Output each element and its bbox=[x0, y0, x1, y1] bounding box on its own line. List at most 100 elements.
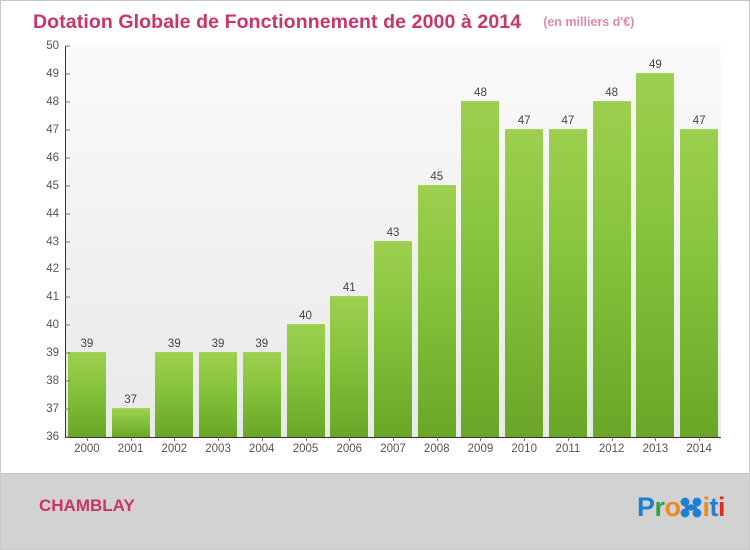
bar-slot: 47 bbox=[505, 46, 544, 437]
bar[interactable] bbox=[155, 352, 194, 437]
y-axis-tick-label: 41 bbox=[46, 291, 59, 304]
x-axis-tick-label: 2014 bbox=[686, 443, 712, 455]
bar[interactable] bbox=[680, 128, 719, 437]
bar-value-label: 47 bbox=[561, 114, 575, 127]
bar-slot: 37 bbox=[111, 46, 150, 437]
proxiti-letter: o bbox=[664, 492, 681, 522]
y-axis-tick-mark bbox=[65, 241, 70, 242]
bar-slot: 41 bbox=[330, 46, 369, 437]
bar-slot: 39 bbox=[199, 46, 238, 437]
bar[interactable] bbox=[548, 128, 587, 437]
bar-slot: 39 bbox=[67, 46, 106, 437]
y-axis-tick-mark bbox=[65, 268, 70, 270]
bar-slot: 45 bbox=[417, 46, 456, 437]
x-axis-tick-label: 2005 bbox=[292, 443, 319, 455]
x-axis-tick-mark bbox=[130, 437, 132, 441]
x-axis-tick-mark bbox=[218, 437, 220, 441]
x-axis-tick-label: 2001 bbox=[117, 443, 144, 455]
bar-slot: 39 bbox=[155, 46, 194, 437]
x-axis-tick-mark bbox=[349, 437, 351, 441]
bar-chart: 36 37 38 39 40 41 42 43 44 45 46 47 48 49 50 39 37 39 39 3… bbox=[31, 40, 721, 455]
x-axis-tick-label: 2010 bbox=[511, 443, 537, 455]
bar-value-label: 48 bbox=[605, 86, 619, 99]
bar[interactable] bbox=[417, 184, 456, 437]
bar-value-label: 41 bbox=[342, 282, 356, 295]
bar-value-label: 39 bbox=[167, 338, 181, 351]
x-axis-tick-label: 2013 bbox=[642, 443, 669, 455]
proxiti-letter: P bbox=[636, 492, 655, 522]
bar[interactable] bbox=[461, 100, 500, 437]
x-axis-tick-mark bbox=[174, 437, 176, 441]
y-axis-tick-mark bbox=[65, 324, 70, 326]
y-axis-tick-mark bbox=[65, 157, 70, 159]
y-axis-tick-mark bbox=[65, 101, 70, 103]
y-axis-tick-label: 40 bbox=[46, 319, 59, 332]
y-axis-tick-mark bbox=[65, 129, 70, 131]
x-axis-tick-label: 2002 bbox=[161, 443, 188, 455]
x-axis-tick-label: 2012 bbox=[598, 443, 625, 455]
chart-footer: CHAMBLAY Pro iti bbox=[1, 473, 749, 549]
proxiti-x-pinwheel-icon bbox=[680, 494, 702, 520]
bar-slot: 48 bbox=[461, 46, 500, 437]
bar-value-label: 39 bbox=[80, 338, 94, 351]
bar-slot: 47 bbox=[548, 46, 587, 437]
proxiti-letter: t bbox=[709, 492, 718, 522]
chart-subtitle: (en milliers d'€) bbox=[543, 15, 635, 29]
bar-value-label: 45 bbox=[430, 170, 444, 183]
y-axis-tick-mark bbox=[65, 296, 70, 298]
bar-slot: 39 bbox=[242, 46, 281, 437]
bar-value-label: 37 bbox=[124, 394, 137, 407]
proxiti-logo[interactable]: Pro iti bbox=[636, 490, 726, 524]
y-axis-tick-label: 44 bbox=[46, 207, 59, 220]
y-axis-tick-label: 49 bbox=[46, 67, 59, 80]
bar-slot: 48 bbox=[592, 46, 631, 437]
x-axis-tick-label: 2003 bbox=[205, 443, 231, 455]
y-axis-tick-label: 50 bbox=[46, 40, 59, 52]
x-axis-tick-mark bbox=[393, 437, 394, 441]
y-axis-tick-mark bbox=[65, 408, 70, 410]
bar-value-label: 47 bbox=[692, 114, 706, 127]
bar-value-label: 48 bbox=[474, 86, 487, 99]
y-axis-tick-mark bbox=[65, 45, 70, 47]
y-axis-tick-label: 42 bbox=[46, 263, 59, 276]
x-axis-tick-label: 2011 bbox=[555, 443, 581, 455]
bar[interactable] bbox=[592, 100, 631, 437]
bar-slot: 43 bbox=[374, 46, 412, 437]
bar[interactable] bbox=[330, 296, 369, 437]
x-axis-tick-mark bbox=[524, 437, 526, 441]
bar-value-label: 40 bbox=[299, 310, 312, 323]
x-axis-tick-mark bbox=[699, 437, 701, 441]
x-axis-tick-mark bbox=[655, 437, 657, 441]
bar[interactable] bbox=[636, 72, 675, 437]
x-axis-tick-label: 2008 bbox=[423, 443, 450, 455]
proxiti-letter: i bbox=[717, 492, 726, 522]
bar-value-label: 49 bbox=[648, 58, 662, 71]
bar[interactable] bbox=[286, 324, 325, 437]
y-axis-tick-label: 45 bbox=[46, 179, 59, 192]
y-axis-tick-mark bbox=[65, 213, 70, 215]
y-axis-tick-mark bbox=[65, 436, 70, 438]
bar[interactable] bbox=[67, 352, 106, 437]
y-axis-tick-mark bbox=[65, 73, 70, 75]
y-axis-tick-label: 37 bbox=[46, 403, 59, 416]
x-axis-tick-label: 2004 bbox=[249, 443, 275, 455]
bar-slot: 49 bbox=[636, 46, 675, 437]
bar[interactable] bbox=[242, 352, 281, 437]
page-title: Dotation Globale de Fonctionnement de 20… bbox=[33, 10, 522, 33]
x-axis-tick-label: 2000 bbox=[74, 443, 100, 455]
bar[interactable] bbox=[111, 408, 150, 437]
bar-value-label: 39 bbox=[211, 338, 225, 351]
bar-slot: 47 bbox=[680, 46, 719, 437]
x-axis-tick-label: 2009 bbox=[467, 443, 494, 455]
y-axis-tick-label: 39 bbox=[46, 347, 59, 360]
bar[interactable] bbox=[374, 240, 412, 437]
bar[interactable] bbox=[505, 128, 544, 437]
x-axis-tick-mark bbox=[436, 437, 438, 441]
y-axis-tick-label: 43 bbox=[46, 235, 59, 248]
x-axis-tick-label: 2006 bbox=[336, 443, 363, 455]
proxiti-letter: r bbox=[654, 492, 665, 522]
plot-canvas: 39 37 39 39 39 40 41 43 45 48 47 47 48 49 47 bbox=[65, 46, 721, 437]
x-axis-tick-mark bbox=[480, 437, 482, 441]
bar[interactable] bbox=[199, 352, 238, 437]
